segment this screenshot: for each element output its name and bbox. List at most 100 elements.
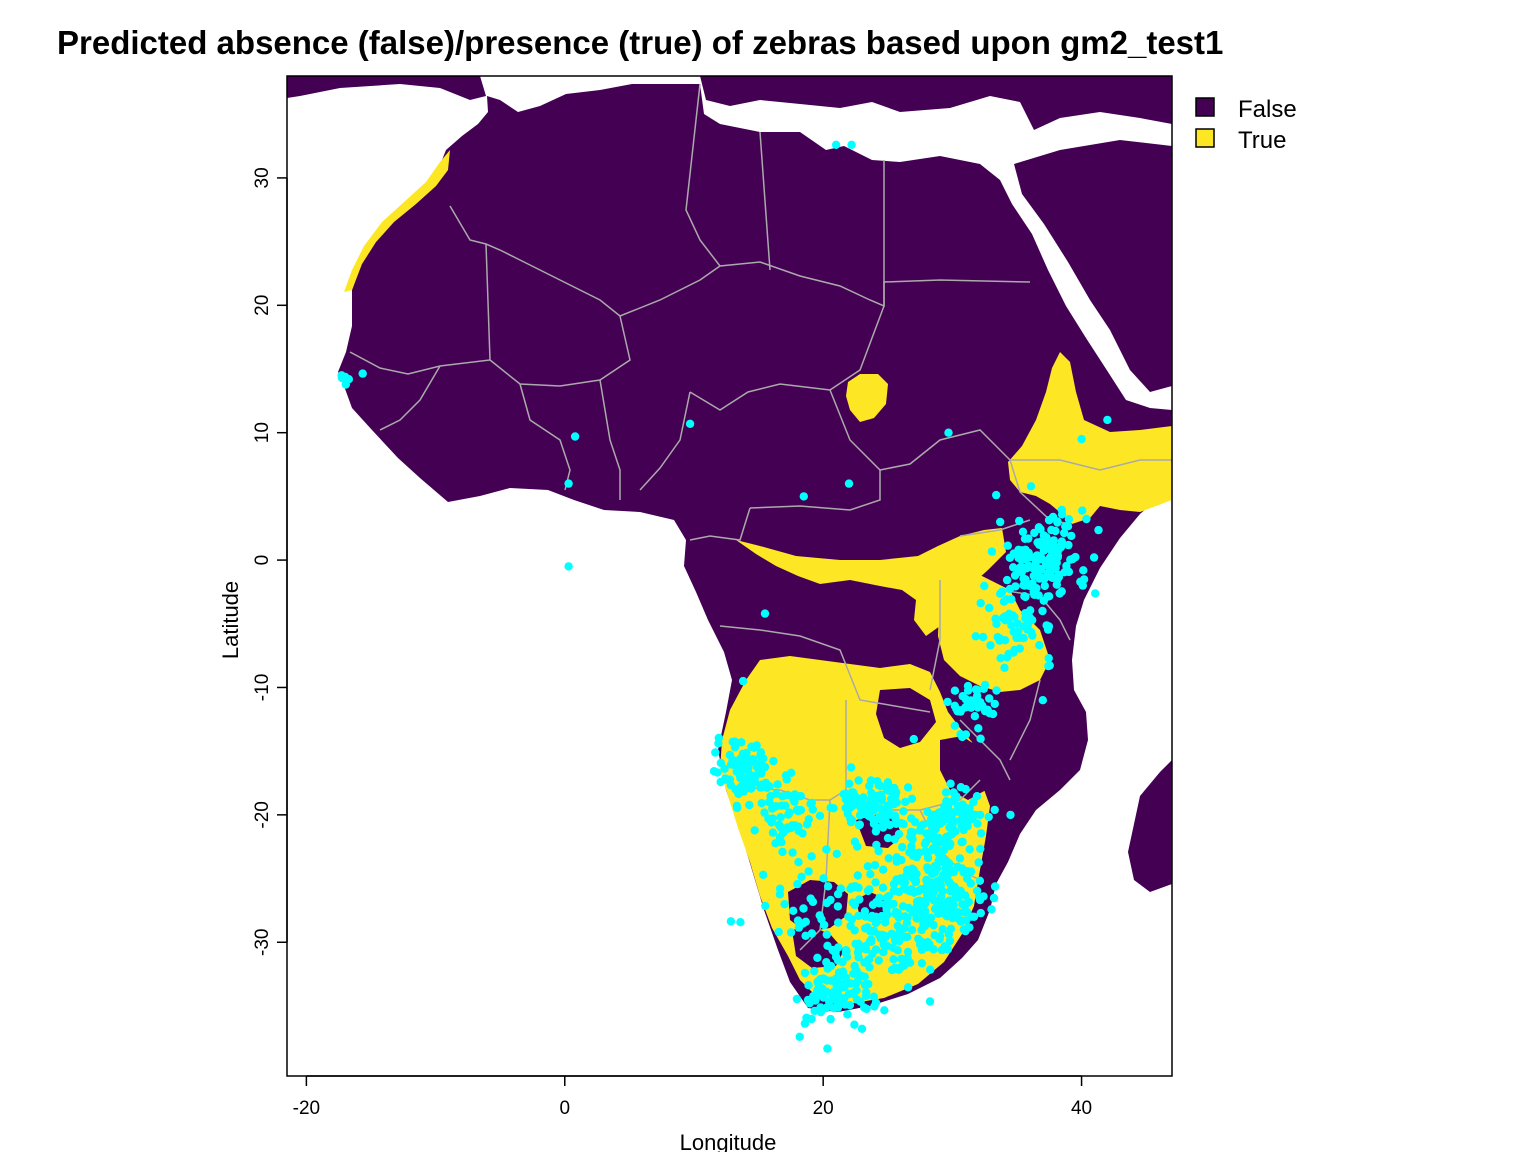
- occurrence-point: [884, 891, 894, 901]
- occurrence-point: [871, 945, 881, 954]
- occurrence-point: [726, 917, 736, 926]
- occurrence-point: [987, 905, 996, 914]
- occurrence-point: [992, 686, 1001, 695]
- occurrence-point: [768, 802, 778, 811]
- occurrence-point: [944, 428, 953, 437]
- occurrence-point: [757, 780, 767, 789]
- y-axis-title: Latitude: [218, 581, 243, 659]
- occurrence-point: [871, 878, 880, 887]
- occurrence-point: [732, 801, 742, 811]
- occurrence-point: [1005, 584, 1015, 594]
- occurrence-point: [358, 369, 367, 378]
- occurrence-point: [794, 923, 804, 932]
- occurrence-point: [709, 767, 719, 776]
- occurrence-point: [869, 926, 879, 936]
- occurrence-point: [792, 805, 802, 814]
- occurrence-point: [950, 817, 959, 826]
- occurrence-point: [874, 956, 883, 965]
- occurrence-point: [794, 826, 803, 836]
- occurrence-point: [759, 870, 768, 879]
- occurrence-point: [941, 788, 951, 797]
- occurrence-point: [796, 791, 805, 801]
- occurrence-point: [781, 801, 790, 810]
- occurrence-point: [1079, 566, 1088, 575]
- occurrence-point: [901, 797, 910, 807]
- occurrence-point: [903, 932, 912, 942]
- occurrence-point: [897, 954, 906, 964]
- occurrence-point: [1094, 525, 1103, 535]
- occurrence-point: [732, 739, 742, 748]
- occurrence-point: [958, 800, 967, 809]
- occurrence-point: [823, 1044, 832, 1053]
- occurrence-point: [840, 790, 849, 799]
- occurrence-point: [867, 935, 876, 944]
- occurrence-point: [819, 874, 828, 883]
- occurrence-point: [757, 799, 766, 808]
- occurrence-point: [1035, 540, 1044, 549]
- occurrence-point: [852, 967, 861, 976]
- occurrence-point: [992, 490, 1001, 500]
- occurrence-point: [978, 632, 988, 642]
- occurrence-point: [963, 686, 973, 695]
- occurrence-point: [904, 903, 913, 913]
- occurrence-point: [925, 997, 935, 1006]
- occurrence-point: [795, 1032, 804, 1042]
- occurrence-point: [1032, 555, 1042, 564]
- occurrence-point: [990, 805, 999, 815]
- occurrence-point: [1103, 415, 1112, 425]
- occurrence-point: [946, 924, 956, 933]
- occurrence-point: [1040, 581, 1050, 591]
- occurrence-point: [570, 432, 580, 441]
- occurrence-point: [1057, 537, 1067, 546]
- occurrence-point: [872, 917, 882, 926]
- x-tick-label: 20: [813, 1098, 834, 1119]
- occurrence-point: [990, 882, 1000, 891]
- occurrence-point: [846, 884, 855, 893]
- occurrence-point: [800, 968, 810, 978]
- occurrence-point: [889, 955, 898, 964]
- occurrence-point: [940, 942, 950, 951]
- occurrence-point: [1002, 653, 1012, 662]
- occurrence-point: [942, 912, 952, 921]
- occurrence-point: [881, 918, 890, 927]
- occurrence-point: [564, 479, 573, 488]
- y-tick-label: 0: [252, 555, 273, 566]
- x-tick-label: -20: [293, 1098, 320, 1119]
- occurrence-point: [936, 892, 946, 901]
- occurrence-point: [1017, 546, 1026, 555]
- occurrence-point: [856, 997, 865, 1006]
- occurrence-point: [946, 839, 955, 848]
- occurrence-point: [826, 895, 835, 905]
- x-axis-title: Longitude: [680, 1130, 777, 1152]
- occurrence-point: [1078, 506, 1087, 515]
- occurrence-point: [890, 835, 899, 844]
- occurrence-point: [857, 1024, 867, 1034]
- legend-swatch-false: [1195, 97, 1215, 117]
- occurrence-point: [893, 909, 903, 918]
- occurrence-point: [909, 734, 918, 744]
- y-tick-label: -20: [252, 801, 273, 828]
- occurrence-point: [714, 733, 723, 743]
- occurrence-point: [853, 871, 862, 880]
- occurrence-point: [1091, 589, 1100, 598]
- occurrence-point: [887, 929, 896, 938]
- occurrence-point: [838, 983, 847, 992]
- occurrence-point: [806, 799, 815, 808]
- occurrence-point: [775, 884, 785, 893]
- occurrence-point: [861, 980, 870, 990]
- occurrence-point: [869, 992, 878, 1001]
- occurrence-point: [845, 779, 854, 788]
- occurrence-point: [1017, 564, 1026, 574]
- occurrence-point: [826, 803, 835, 812]
- occurrence-point: [1052, 558, 1061, 567]
- occurrence-point: [745, 800, 754, 810]
- occurrence-point: [885, 820, 895, 830]
- occurrence-point: [929, 945, 938, 954]
- occurrence-point: [1002, 575, 1012, 585]
- occurrence-point: [752, 763, 762, 772]
- occurrence-point: [961, 703, 970, 712]
- occurrence-point: [797, 872, 806, 881]
- occurrence-point: [1000, 663, 1009, 672]
- occurrence-point: [927, 814, 936, 824]
- occurrence-point: [864, 955, 873, 965]
